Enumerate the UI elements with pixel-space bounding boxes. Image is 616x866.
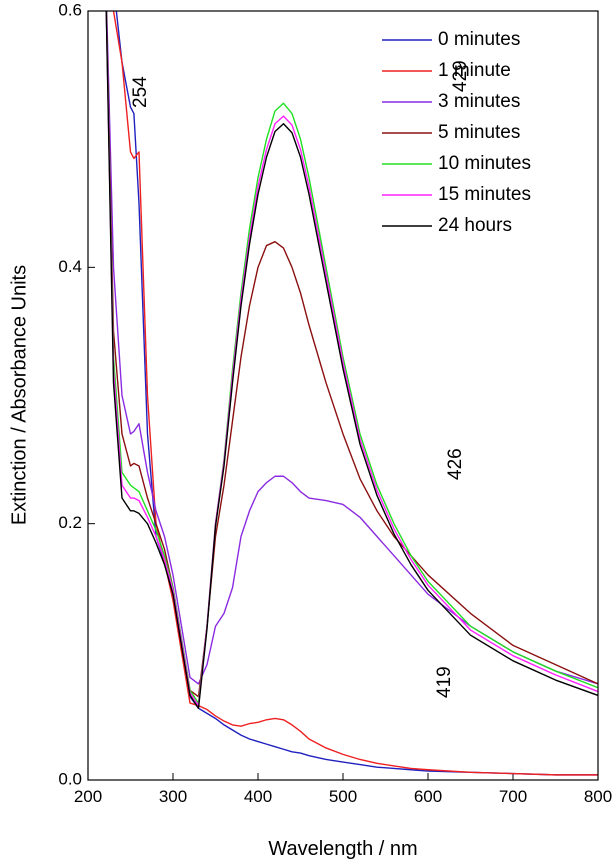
annotation: 429: [450, 60, 471, 92]
series-line: [105, 11, 598, 707]
series-line: [105, 11, 598, 685]
plot-frame: [87, 10, 599, 781]
legend-label: 5 minutes: [438, 122, 520, 143]
y-tick-label: 0.4: [58, 257, 82, 276]
x-tick-label: 600: [414, 787, 442, 806]
legend-label: 24 hours: [438, 215, 512, 236]
x-tick-label: 800: [584, 787, 612, 806]
plot-area: [105, 11, 598, 776]
series-line: [105, 11, 598, 698]
y-axis-label: Extinction / Absorbance Units: [8, 265, 30, 525]
y-tick-label: 0.2: [58, 513, 82, 532]
annotation: 419: [434, 666, 455, 698]
legend-label: 3 minutes: [438, 91, 520, 112]
y-tick-label: 0.6: [58, 0, 82, 19]
x-tick-label: 400: [244, 787, 272, 806]
series-line: [112, 11, 598, 776]
legend-label: 1 minute: [438, 60, 511, 81]
legend-label: 10 minutes: [438, 153, 531, 174]
y-tick-label: 0.0: [58, 769, 82, 788]
series-line: [105, 11, 598, 709]
series-line: [105, 11, 598, 704]
annotation: 426: [445, 448, 466, 480]
x-tick-label: 500: [329, 787, 357, 806]
x-tick-label: 300: [159, 787, 187, 806]
x-tick-label: 200: [74, 787, 102, 806]
legend-label: 15 minutes: [438, 184, 531, 205]
legend-label: 0 minutes: [438, 29, 520, 50]
annotation: 254: [130, 76, 151, 108]
x-axis-label: Wavelength / nm: [268, 838, 417, 860]
series-line: [115, 11, 598, 776]
x-tick-label: 700: [499, 787, 527, 806]
